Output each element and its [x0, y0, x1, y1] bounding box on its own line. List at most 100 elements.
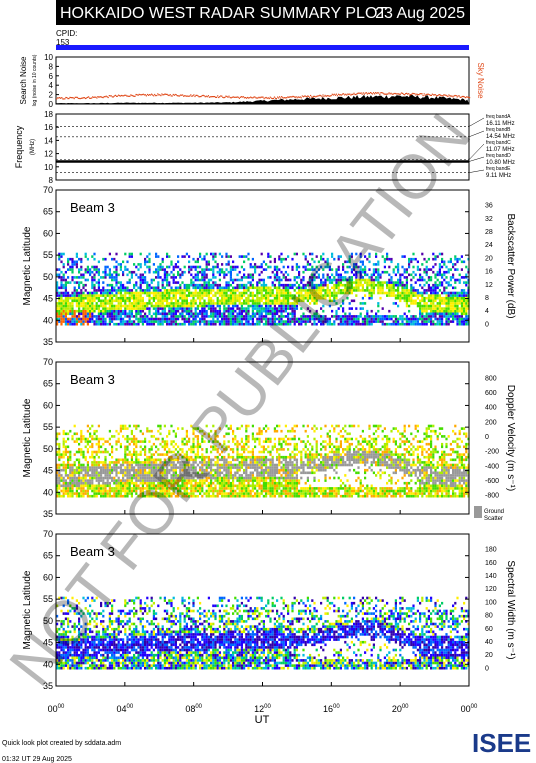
rti-cell — [82, 479, 85, 482]
header-bar — [56, 0, 470, 25]
rti-cell — [69, 455, 72, 459]
rti-cell — [144, 257, 147, 261]
rti-cell — [192, 257, 195, 261]
sky-noise-point — [400, 92, 403, 94]
rti-cell — [91, 424, 94, 428]
rti-cell — [361, 276, 364, 279]
rti-cell — [80, 289, 83, 292]
rti-cell — [62, 315, 65, 318]
sky-noise-point — [204, 96, 206, 98]
rti-cell — [216, 463, 219, 467]
sky-noise-point — [349, 93, 351, 95]
rti-cell — [207, 492, 210, 495]
rti-cell — [93, 476, 96, 480]
rti-cell — [196, 278, 199, 282]
rti-cell — [108, 471, 111, 475]
rti-cell — [236, 315, 239, 318]
rti-cell — [148, 487, 151, 490]
rti-cell — [185, 307, 188, 310]
rti-cell — [267, 309, 270, 313]
rti-cell — [130, 255, 133, 258]
rti-cell — [119, 317, 122, 321]
rti-cell — [161, 312, 164, 316]
rti-cell — [304, 317, 307, 321]
sky-noise-point — [452, 96, 454, 98]
rti-cell — [71, 468, 74, 472]
rti-cell — [141, 466, 144, 469]
rti-cell — [416, 294, 419, 297]
rti-cell — [438, 315, 441, 318]
rti-cell — [91, 479, 94, 482]
rti-cell — [463, 260, 466, 264]
rti-cell — [152, 471, 155, 475]
rti-cell — [282, 320, 285, 323]
sky-noise-point — [111, 96, 113, 98]
rti-cell — [106, 307, 109, 310]
rti-cell — [333, 283, 336, 287]
rti-cell — [361, 260, 364, 264]
rti-cell — [172, 268, 175, 271]
rti-cell — [205, 265, 208, 269]
rti-cell — [328, 304, 331, 308]
rti-cell — [410, 315, 413, 318]
rti-cell — [163, 487, 166, 490]
sky-noise-point — [85, 97, 88, 99]
rti-cell — [157, 468, 160, 472]
rti-cell — [423, 289, 426, 292]
rti-cell — [265, 312, 268, 316]
rti-cell — [166, 453, 169, 456]
rti-cell — [227, 307, 230, 310]
rti-cell — [60, 312, 63, 316]
rti-cell — [353, 299, 356, 303]
rti-cell — [368, 315, 371, 318]
rti-cell — [84, 315, 87, 318]
sky-noise-point — [90, 97, 92, 99]
rti-cell — [390, 260, 393, 264]
rti-cell — [130, 481, 133, 485]
rti-cell — [311, 317, 314, 321]
freq-ytick-label: 8 — [49, 176, 54, 185]
rti-cell — [405, 276, 408, 279]
rti-cell — [452, 299, 455, 303]
rti-cell — [421, 322, 424, 326]
rti-cell — [463, 276, 466, 279]
rti-cell — [126, 435, 129, 438]
rti-cell — [218, 427, 221, 430]
rti-cell — [460, 299, 463, 303]
rti-cell — [102, 322, 105, 326]
rti-cell — [188, 268, 191, 271]
rti-cell — [238, 309, 241, 313]
sky-noise-point — [151, 93, 153, 95]
rti-cell — [412, 252, 415, 256]
rti-cell — [122, 270, 125, 274]
rti-cell — [207, 302, 210, 305]
rti-cell — [302, 296, 305, 300]
rti-cell — [130, 468, 133, 472]
rti-cell — [196, 427, 199, 430]
rti-cell — [199, 322, 202, 326]
rti-cell — [441, 291, 444, 295]
rti-cell — [93, 466, 96, 469]
rti-cell — [421, 296, 424, 300]
rti-cell — [432, 289, 435, 292]
sky-noise-point — [189, 95, 191, 97]
rti-cell — [192, 276, 195, 279]
rti-cell — [86, 489, 89, 493]
rti-cell — [245, 286, 248, 290]
sky-noise-point — [444, 94, 446, 96]
rti-cell — [436, 317, 439, 321]
rti-cell — [392, 315, 395, 318]
rti-cell — [60, 291, 63, 295]
rti-cell — [196, 291, 199, 295]
rti-cell — [148, 317, 151, 321]
rti-cell — [282, 273, 285, 277]
rti-cell — [311, 294, 314, 297]
rti-cell — [62, 476, 65, 480]
rti-cell — [117, 309, 120, 313]
rti-cell — [300, 315, 303, 318]
rti-cell — [203, 471, 206, 475]
rti-cell — [223, 276, 226, 279]
rti-cell — [157, 268, 160, 271]
rti-cell — [216, 489, 219, 493]
rti-cell — [452, 263, 455, 266]
